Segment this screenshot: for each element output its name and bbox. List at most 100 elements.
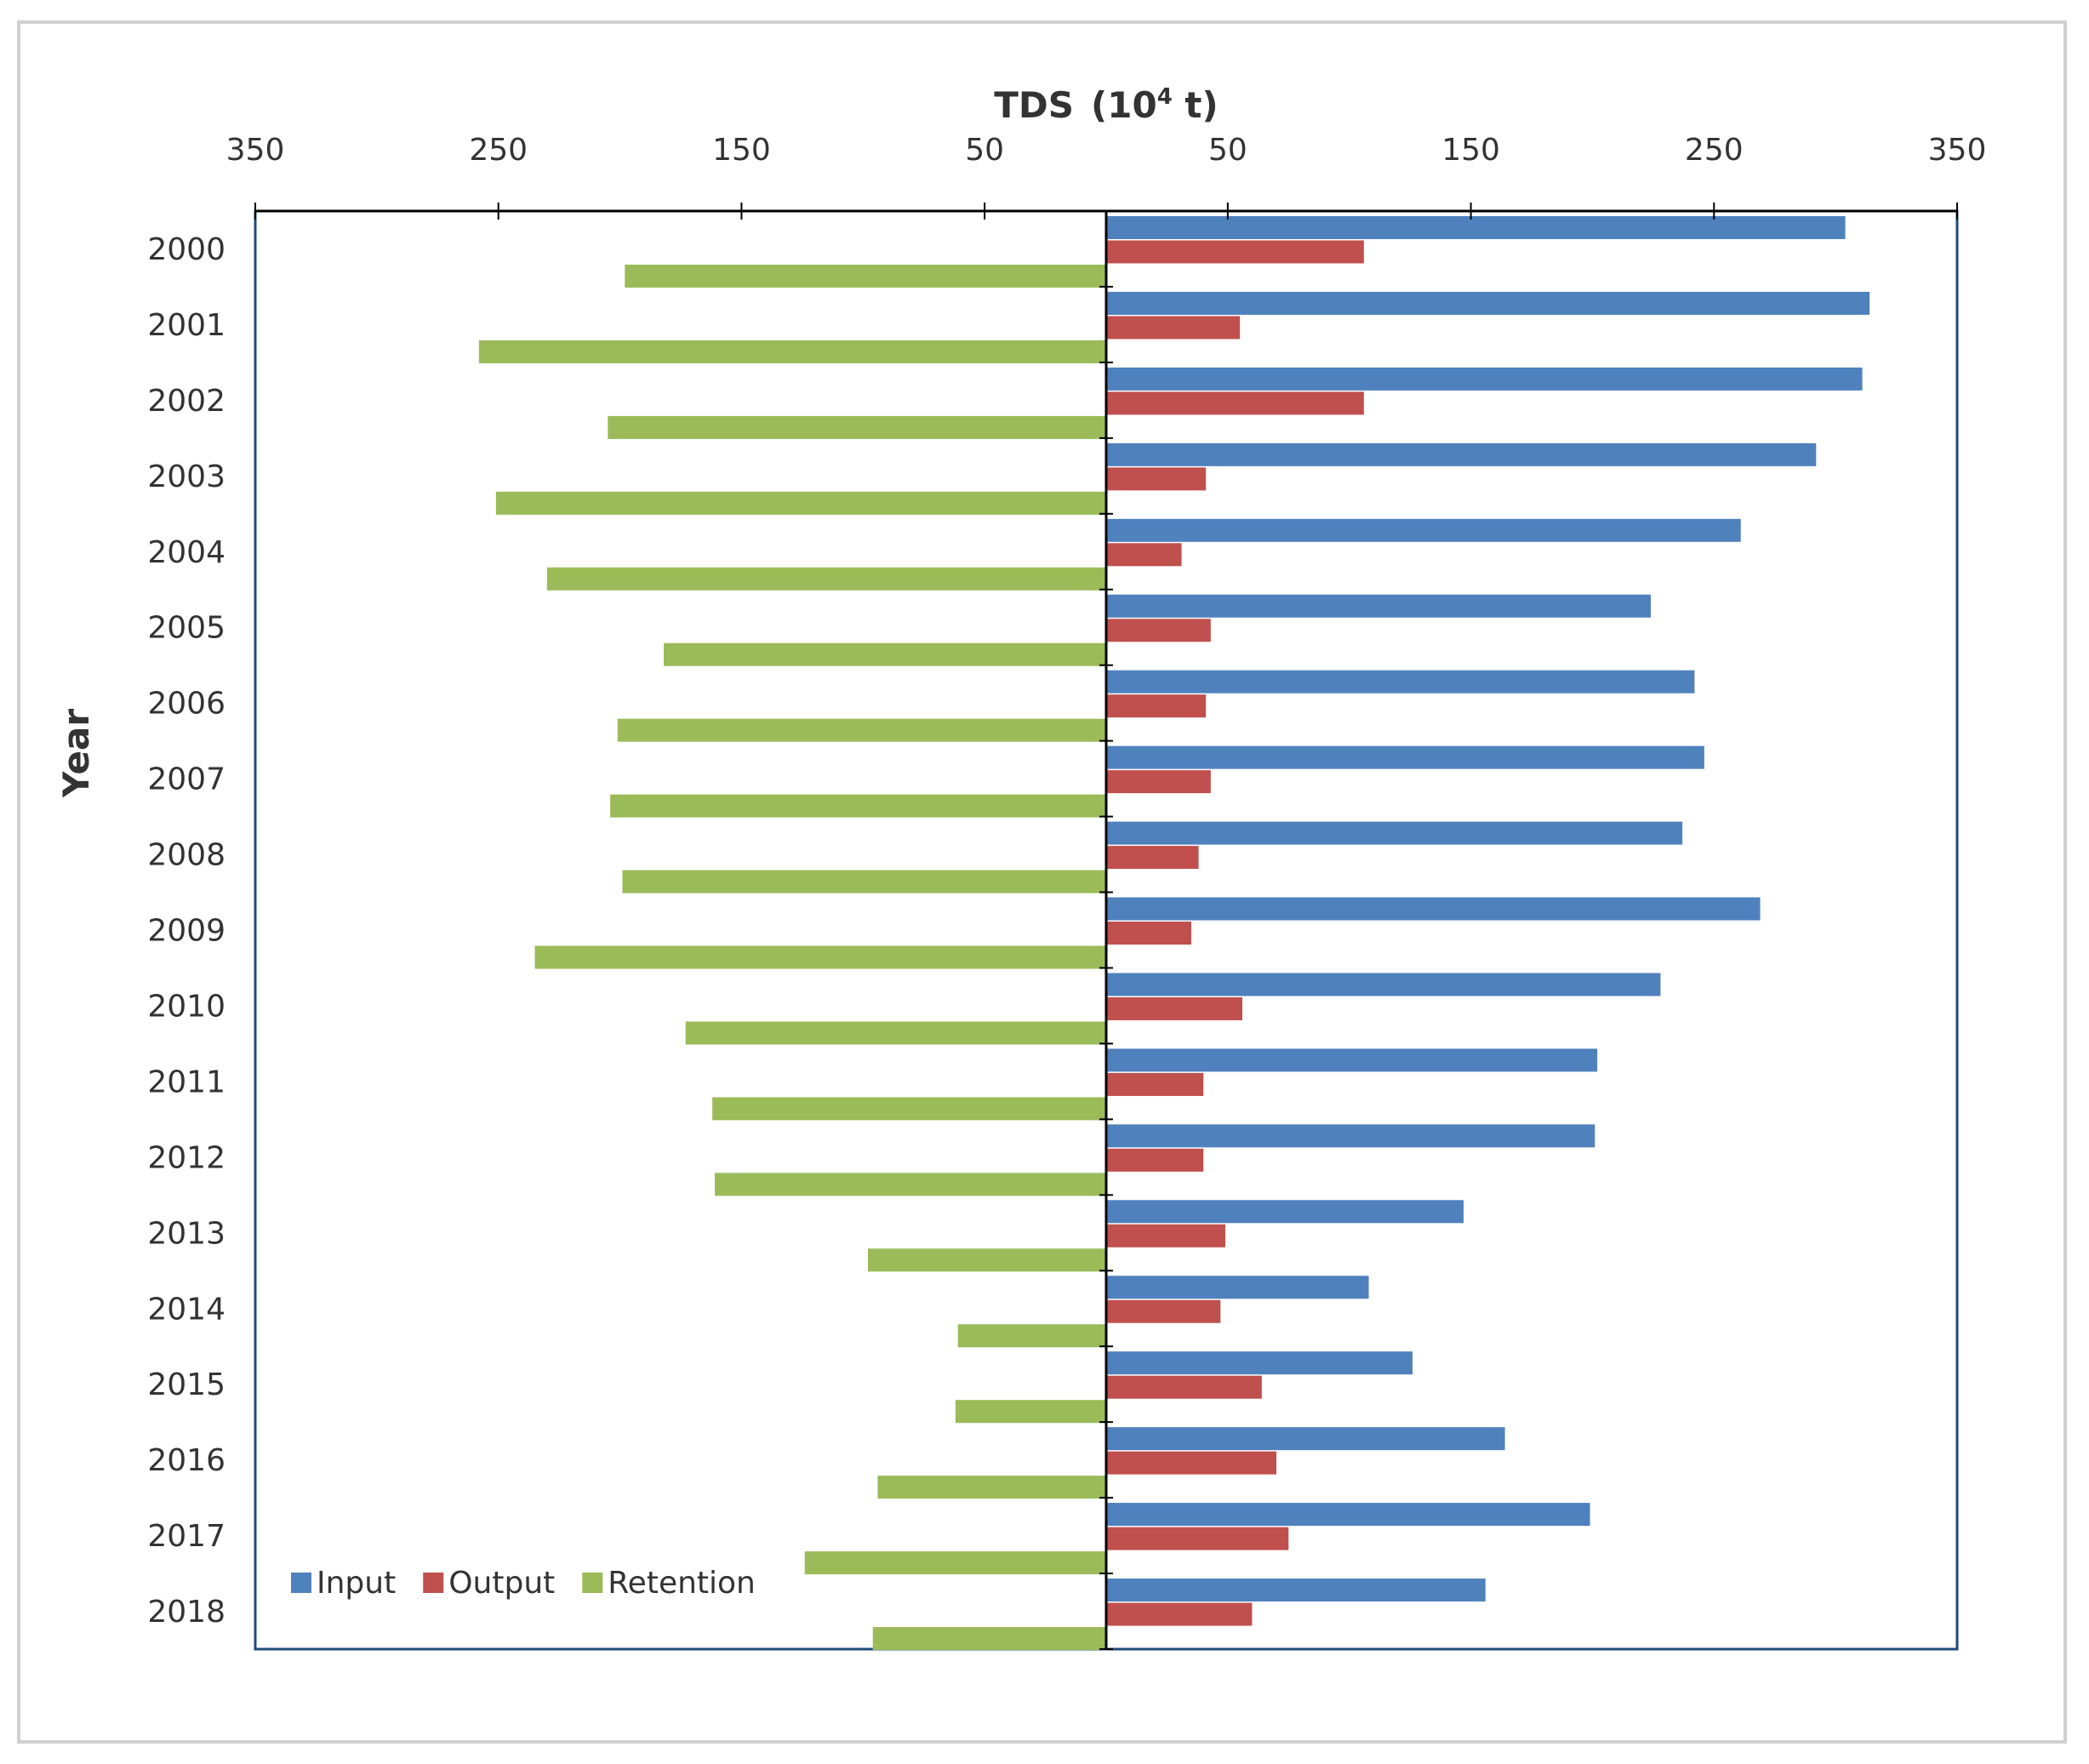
bar-retention-2002 [608,415,1106,439]
y-tick-label: 2008 [147,838,225,873]
bars-group [478,216,1870,1651]
bar-output-2015 [1106,1375,1262,1399]
bar-output-2003 [1106,467,1207,491]
bar-retention-2008 [622,870,1106,893]
bar-retention-2013 [868,1248,1106,1272]
y-tick-label: 2002 [147,384,225,419]
legend-swatch-retention [582,1573,603,1593]
bar-output-2002 [1106,391,1364,415]
x-tick-label: 150 [1441,133,1500,168]
y-tick-label: 2000 [147,232,225,267]
bar-retention-2011 [712,1097,1106,1121]
bar-retention-2015 [955,1400,1106,1424]
y-tick-label: 2017 [147,1519,225,1554]
bar-output-2011 [1106,1072,1204,1096]
bar-input-2013 [1106,1200,1464,1224]
x-tick-label: 50 [1208,133,1247,168]
y-tick-label: 2014 [147,1292,225,1327]
legend-label-output: Output [448,1566,555,1601]
bar-output-2007 [1106,770,1211,794]
bar-retention-2018 [872,1627,1106,1651]
bar-input-2005 [1106,594,1651,618]
bar-retention-2001 [478,340,1106,363]
bar-input-2007 [1106,745,1704,769]
bar-retention-2010 [685,1021,1106,1045]
bar-input-2000 [1106,216,1846,239]
bar-retention-2005 [664,642,1106,666]
bar-input-2008 [1106,821,1683,845]
y-tick-label: 2011 [147,1065,225,1099]
bar-input-2009 [1106,897,1761,921]
bar-input-2017 [1106,1503,1590,1527]
bar-output-2017 [1106,1527,1289,1550]
bar-input-2015 [1106,1351,1413,1375]
x-ticks-group: 350 250 150 50 50 150 250 350 [226,133,1987,220]
bar-input-2010 [1106,973,1661,996]
x-axis-title: TDS (104 t) [994,84,1218,126]
bar-output-2005 [1106,619,1211,642]
bar-output-2000 [1106,240,1364,264]
bar-input-2004 [1106,518,1741,542]
bar-input-2002 [1106,367,1863,391]
y-tick-label: 2012 [147,1140,225,1175]
y-tick-label: 2005 [147,611,225,646]
bar-input-2016 [1106,1427,1505,1451]
bar-retention-2017 [804,1551,1106,1575]
bar-output-2006 [1106,694,1207,718]
bar-output-2009 [1106,922,1191,945]
bar-input-2014 [1106,1276,1369,1299]
x-axis-title-main: TDS [994,84,1074,126]
bar-output-2013 [1106,1224,1225,1247]
bar-input-2001 [1106,291,1870,315]
axes-group [255,209,1957,1649]
bar-retention-2000 [625,265,1106,288]
bar-input-2011 [1106,1048,1598,1072]
bar-output-2016 [1106,1451,1276,1475]
y-tick-label: 2016 [147,1443,225,1478]
bar-retention-2007 [610,794,1106,818]
x-tick-label: 250 [469,133,528,168]
bar-output-2001 [1106,316,1241,340]
y-tick-label: 2004 [147,535,225,570]
bar-output-2008 [1106,846,1199,870]
legend-swatch-input [291,1573,311,1593]
bar-retention-2012 [715,1173,1106,1196]
x-tick-label: 350 [1928,133,1987,168]
legend: Input Output Retention [291,1566,756,1601]
bar-input-2012 [1106,1124,1595,1148]
x-axis-title-unit-base: (10 [1091,84,1157,126]
bar-output-2010 [1106,996,1242,1020]
y-tick-label: 2007 [147,762,225,797]
bar-input-2018 [1106,1578,1486,1602]
bar-retention-2006 [617,718,1106,742]
legend-swatch-output [423,1573,444,1593]
y-tick-label: 2015 [147,1367,225,1402]
legend-label-retention: Retention [608,1566,756,1601]
bar-retention-2009 [534,945,1106,969]
y-tick-label: 2006 [147,687,225,722]
y-tick-label: 2010 [147,989,225,1024]
x-tick-label: 350 [226,133,285,168]
bar-retention-2003 [495,491,1106,515]
bar-retention-2004 [546,567,1106,591]
y-tick-labels-group: 2000 2001 2002 2003 2004 2005 2006 2007 2008 2009… [147,232,1113,1650]
y-tick-label: 2001 [147,308,225,343]
y-tick-label: 2013 [147,1216,225,1251]
x-tick-label: 150 [712,133,771,168]
bar-input-2003 [1106,442,1817,466]
y-axis-title: Year [55,709,97,798]
x-tick-label: 250 [1685,133,1744,168]
bar-output-2018 [1106,1602,1253,1626]
bar-retention-2014 [957,1324,1106,1348]
y-tick-label: 2009 [147,914,225,949]
legend-label-input: Input [317,1566,396,1601]
bar-input-2006 [1106,670,1695,694]
bar-output-2004 [1106,543,1182,567]
x-tick-label: 50 [965,133,1004,168]
y-tick-label: 2003 [147,460,225,494]
y-tick-label: 2018 [147,1595,225,1630]
x-axis-title-unit-tail: t) [1173,84,1219,126]
bar-output-2012 [1106,1148,1204,1172]
bar-output-2014 [1106,1299,1221,1323]
